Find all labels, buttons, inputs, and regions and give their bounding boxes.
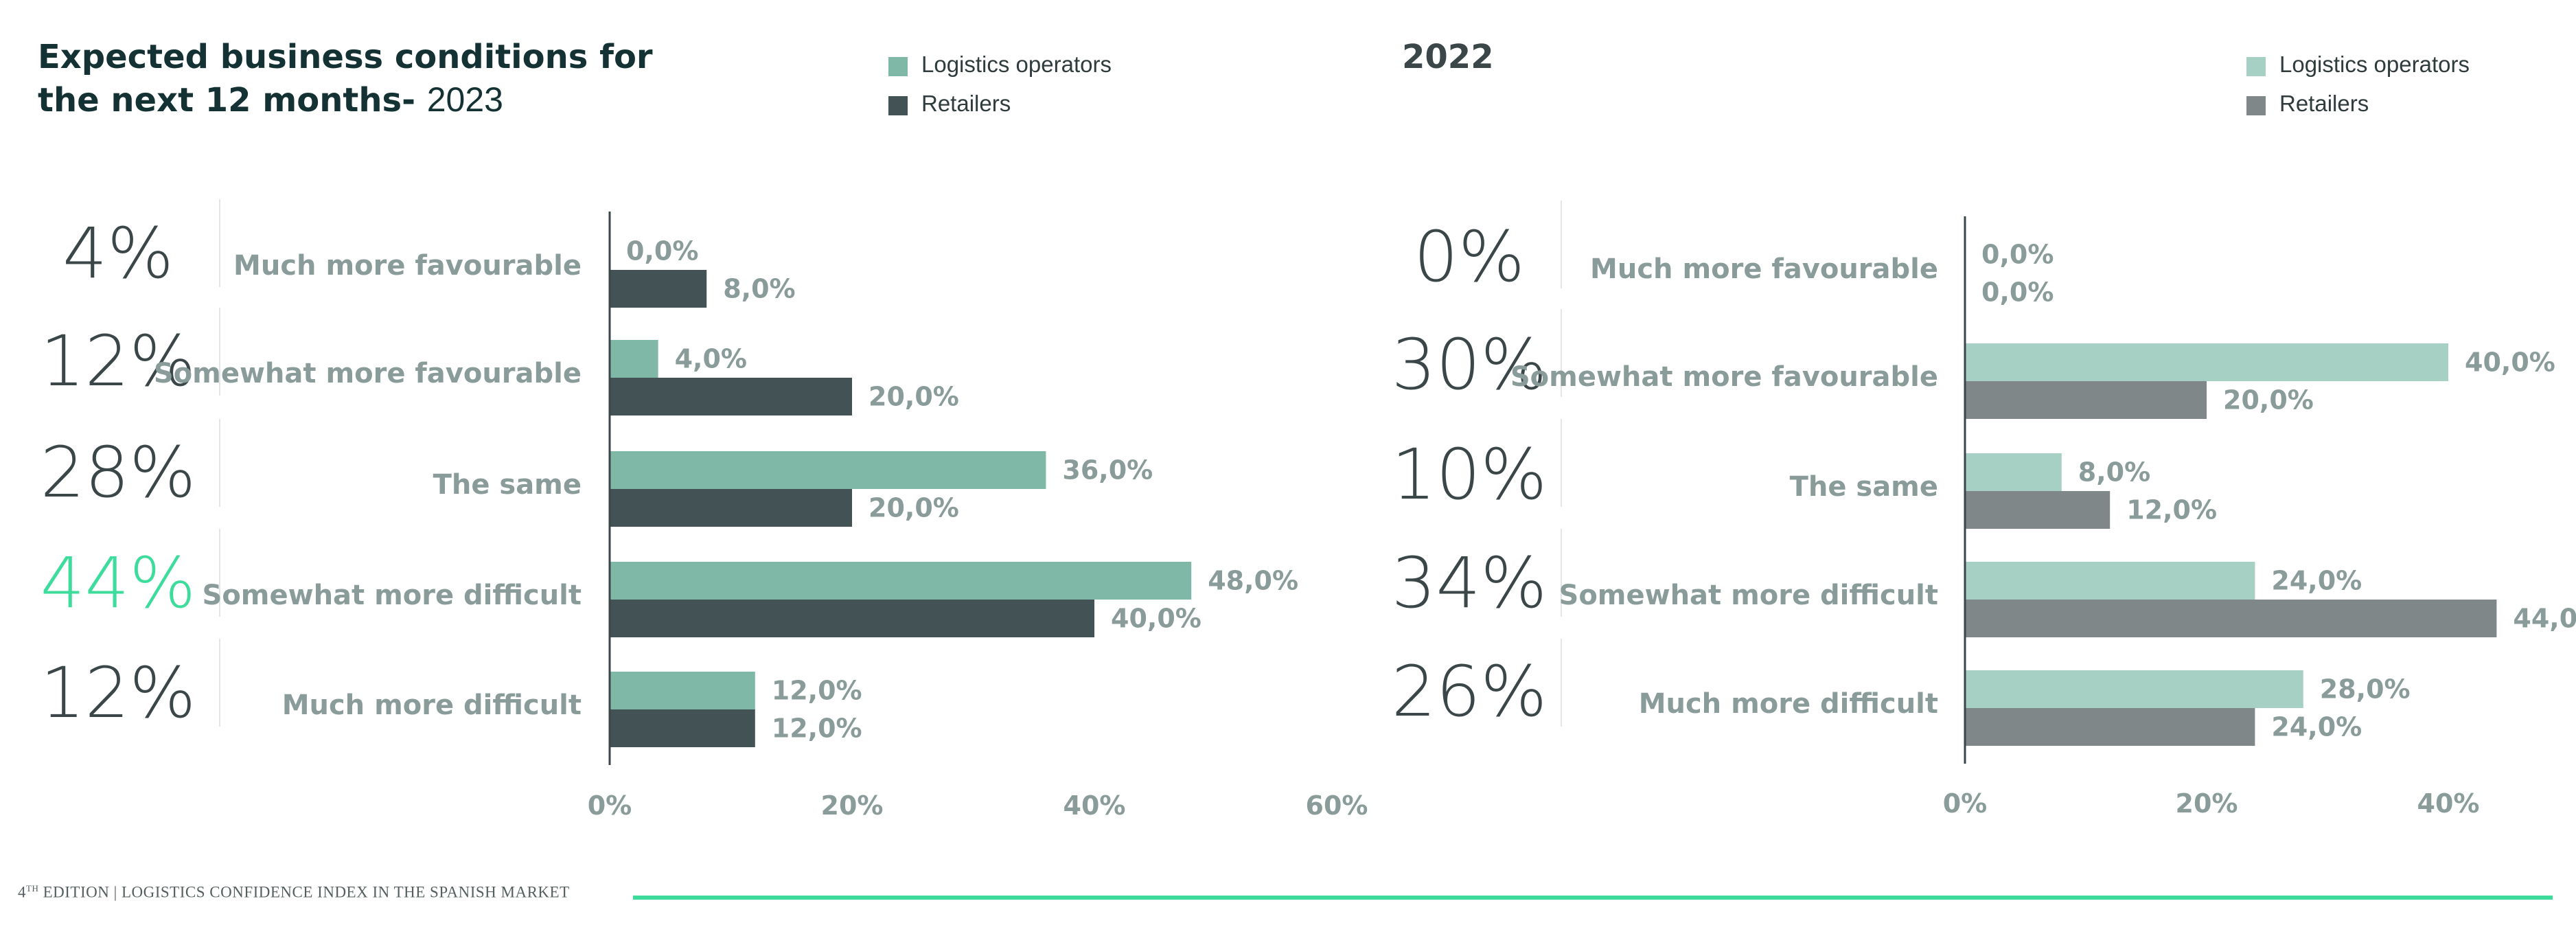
title-bold: Expected business conditions for the nex… <box>38 38 653 119</box>
bar-retailers <box>610 600 1094 637</box>
category-label: Much more favourable <box>233 250 582 282</box>
x-tick-label: 60% <box>1306 790 1368 821</box>
data-label: 44,0% <box>2513 604 2576 634</box>
bar-charts: 4% Much more favourable 0,0%8,0%12%Somewha… <box>41 199 2576 821</box>
bar-logistics-operators <box>1965 343 2448 381</box>
data-label: 48,0% <box>1208 566 1298 596</box>
bar-logistics-operators <box>610 451 1046 489</box>
bar-logistics-operators <box>1965 670 2303 708</box>
category-label: Somewhat more difficult <box>203 580 582 611</box>
category-label: Somewhat more difficult <box>1559 580 1938 611</box>
title-year: 2023 <box>426 80 503 119</box>
data-label: 4,0% <box>675 344 747 374</box>
data-label: 20,0% <box>2223 385 2314 415</box>
data-label: 12,0% <box>772 676 862 706</box>
bar-retailers <box>610 270 707 308</box>
side-percentage: 34% <box>1392 543 1548 624</box>
bar-retailers <box>1965 708 2255 746</box>
footer-title: EDITION | LOGISTICS CONFIDENCE INDEX IN … <box>38 883 570 901</box>
side-percentage: 30% <box>1392 324 1548 406</box>
data-label: 12,0% <box>772 714 862 744</box>
bar-logistics-operators <box>610 562 1192 600</box>
data-label: 8,0% <box>723 274 795 304</box>
side-percentage: 10% <box>1392 434 1548 516</box>
legend-swatch <box>2246 57 2266 76</box>
data-label: 24,0% <box>2271 566 2362 596</box>
bar-retailers <box>1965 491 2111 529</box>
side-percentage: 26% <box>1392 651 1548 733</box>
chart-title-2022: 2022 <box>1402 38 1494 76</box>
x-tick-label: 20% <box>2176 788 2238 819</box>
bar-retailers <box>1965 381 2207 419</box>
bar-logistics-operators <box>1965 453 2062 491</box>
chart-title-2023: Expected business conditions for the nex… <box>38 36 656 122</box>
category-label: The same <box>433 469 582 501</box>
category-label: The same <box>1790 471 1938 503</box>
data-label: 40,0% <box>1111 604 1201 634</box>
data-label: 28,0% <box>2320 674 2411 705</box>
side-percentage: 44% <box>41 543 196 624</box>
data-label: 24,0% <box>2271 712 2362 742</box>
legend-swatch <box>2246 96 2266 115</box>
data-label: 40,0% <box>2465 348 2555 378</box>
data-label: 0,0% <box>626 236 698 266</box>
side-percentage: 0% <box>1414 216 1525 298</box>
legend-swatch <box>888 57 908 76</box>
bar-logistics-operators <box>1965 562 2255 600</box>
bar-retailers <box>610 709 755 747</box>
x-tick-label: 0% <box>588 790 632 821</box>
data-label: 36,0% <box>1062 455 1153 486</box>
side-percentage: 12% <box>41 652 196 734</box>
legend-label: Retailers <box>2279 91 2369 116</box>
footer-divider <box>633 896 2553 900</box>
category-label: Much more difficult <box>1639 688 1938 720</box>
footer-edition-number: 4 <box>18 883 26 901</box>
bar-logistics-operators <box>610 340 658 378</box>
x-tick-label: 0% <box>1943 788 1988 819</box>
category-label: Somewhat more favourable <box>154 358 582 389</box>
legend-label: Logistics operators <box>2279 52 2470 77</box>
side-percentage: 4% <box>62 213 174 295</box>
x-tick-label: 40% <box>2417 788 2480 819</box>
footer-edition-sup: TH <box>26 883 39 893</box>
bar-retailers <box>610 489 852 527</box>
bar-retailers <box>1965 600 2497 637</box>
x-tick-label: 40% <box>1063 790 1126 821</box>
bar-logistics-operators <box>610 672 755 709</box>
data-label: 12,0% <box>2126 495 2217 525</box>
category-label: Much more favourable <box>1590 253 1938 285</box>
legend-label: Logistics operators <box>921 52 1112 77</box>
bar-retailers <box>610 378 852 415</box>
data-label: 8,0% <box>2078 457 2150 488</box>
side-percentage: 12% <box>41 321 196 402</box>
footer-text: 4TH EDITION | LOGISTICS CONFIDENCE INDEX… <box>18 883 570 902</box>
category-label: Much more difficult <box>282 690 582 721</box>
x-tick-label: 20% <box>821 790 884 821</box>
data-label: 20,0% <box>869 493 959 523</box>
data-label: 0,0% <box>1981 277 2054 308</box>
legend-swatch <box>888 96 908 115</box>
data-label: 20,0% <box>869 382 959 412</box>
side-percentage: 28% <box>41 432 196 514</box>
category-label: Somewhat more favourable <box>1510 361 1938 393</box>
data-label: 0,0% <box>1981 240 2054 270</box>
legend-label: Retailers <box>921 91 1011 116</box>
